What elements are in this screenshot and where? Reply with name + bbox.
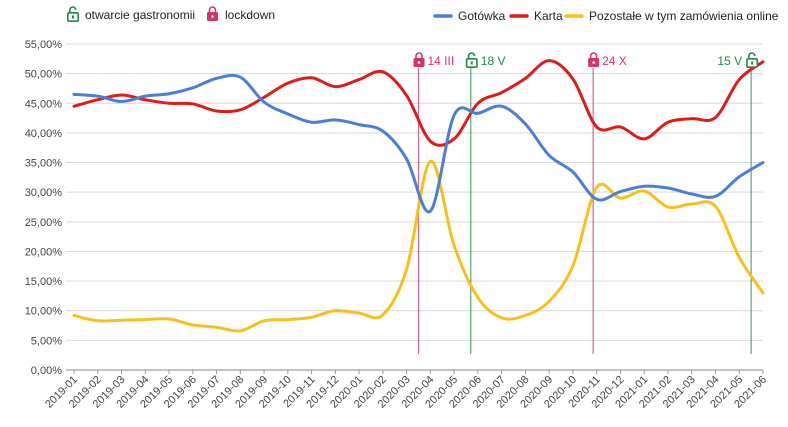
series-line [72, 73, 765, 214]
legend-label: Gotówka [458, 9, 506, 23]
x-axis-ticks: 2019-012019-022019-032019-042019-052019-… [43, 374, 769, 411]
legend-label: otwarcie gastronomii [85, 8, 195, 22]
series-legend: Gotówka Karta Pozostałe w tym zamówienia o… [433, 9, 779, 23]
series-line [72, 59, 765, 147]
y-tick-label: 15,00% [25, 276, 63, 288]
event-labels: 14 III 18 V 24 X 15 V [413, 52, 759, 68]
y-tick-label: 40,00% [25, 128, 63, 140]
unlock-icon [746, 52, 759, 68]
y-tick-label: 55,00% [25, 39, 63, 51]
event-label: 14 III [428, 54, 455, 68]
series-line [72, 159, 765, 333]
legend-label: Pozostałe w tym zamówienia online [589, 9, 779, 23]
unlock-icon [465, 52, 478, 68]
lock-icon [413, 52, 425, 67]
event-legend: otwarcie gastronomii lockdown [67, 6, 275, 22]
y-tick-label: 10,00% [25, 306, 63, 318]
y-tick-label: 0,00% [31, 365, 62, 377]
unlock-icon [67, 6, 79, 22]
y-gridlines [66, 43, 763, 371]
y-tick-label: 35,00% [25, 158, 63, 170]
x-gridlines [73, 370, 764, 374]
legend-label: Karta [534, 9, 563, 23]
y-axis-ticks: 0,00% 5,00% 10,00% 15,00% 20,00% 25,00% 30,00%… [25, 39, 63, 377]
event-label: 15 V [717, 54, 742, 68]
y-tick-label: 45,00% [25, 98, 63, 110]
y-tick-label: 20,00% [25, 246, 63, 258]
event-label: 24 X [602, 54, 627, 68]
lock-icon [207, 6, 218, 21]
legend-label: lockdown [225, 8, 275, 22]
lock-icon [588, 52, 600, 67]
y-tick-label: 5,00% [31, 335, 62, 347]
y-tick-label: 50,00% [25, 69, 63, 81]
y-tick-label: 30,00% [25, 187, 63, 199]
event-label: 18 V [481, 54, 506, 68]
y-tick-label: 25,00% [25, 217, 63, 229]
series-lines [72, 59, 765, 333]
